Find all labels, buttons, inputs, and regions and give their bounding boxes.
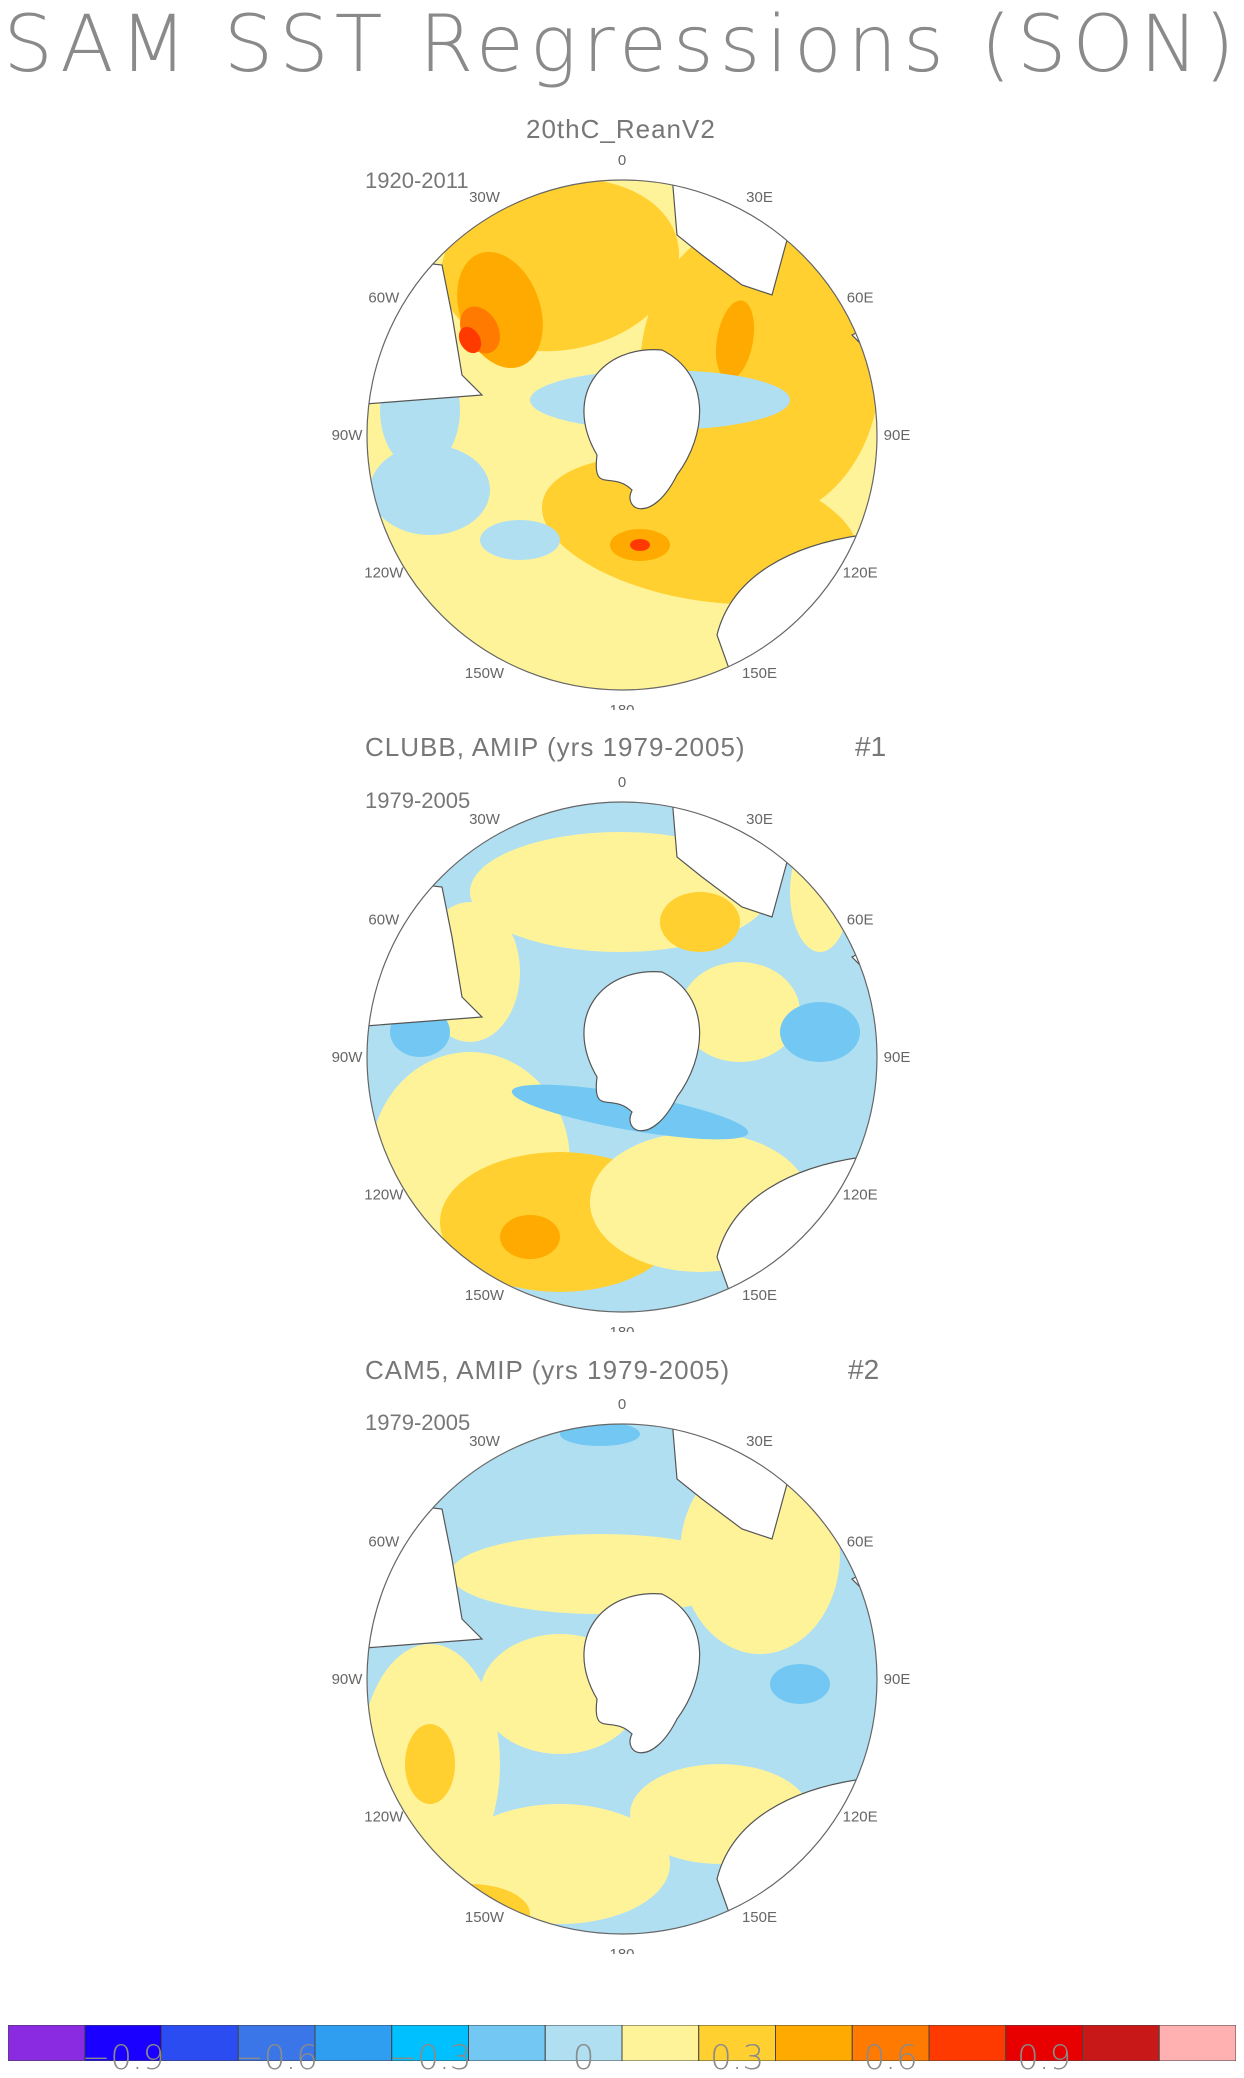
lon-label-30w: 30W [469,811,501,828]
colorbar [8,2025,1236,2061]
lon-label-30w: 30W [469,1433,501,1450]
lon-label-60e: 60E [847,290,874,307]
lon-label-90w: 90W [332,1049,364,1066]
lon-label-150w: 150W [465,1909,505,1926]
panel-2-polar-map: 0 30E 60E 90E 120E 150E 180 150W 120W 90W 60W 30W [332,774,911,1332]
lon-label-90e: 90E [884,1671,911,1688]
colorbar-tick-label: 0.3 [710,2038,765,2078]
anomaly-patch [500,1215,560,1259]
lon-label-60w: 60W [368,912,400,929]
colorbar-swatch [8,2025,86,2061]
lon-label-60w: 60W [368,290,400,307]
lon-label-120w: 120W [364,565,404,582]
lon-label-60e: 60E [847,912,874,929]
lon-label-120e: 120E [843,1187,878,1204]
anomaly-patch [480,520,560,560]
lon-label-120w: 120W [364,1809,404,1826]
colorbar-tick-label: −0.3 [388,2038,472,2078]
map-boundary [366,801,878,1313]
lon-label-150w: 150W [465,665,505,682]
anomaly-patch [450,1534,750,1614]
lon-label-90e: 90E [884,1049,911,1066]
lon-label-0: 0 [618,1396,626,1413]
lon-label-180: 180 [609,702,634,710]
colorbar-swatch [775,2025,853,2061]
lon-label-150e: 150E [742,665,777,682]
colorbar-swatch [1158,2025,1236,2061]
panel-2-title: CLUBB, AMIP (yrs 1979-2005) [365,732,746,762]
anomaly-patch [370,445,490,535]
colorbar-tick-label: −0.6 [235,2038,318,2078]
lon-label-30e: 30E [746,1433,773,1450]
lon-label-0: 0 [618,774,626,791]
colorbar-tick-label: 0 [572,2038,595,2078]
lon-label-90w: 90W [332,427,364,444]
panel-2-tag: #1 [855,731,887,762]
colorbar-tick-label: 0.6 [863,2038,918,2078]
panel-1-period: 1920-2011 [365,168,469,193]
anomaly-patch [780,1002,860,1062]
colorbar-swatch [468,2025,546,2061]
anomaly-patch [715,300,755,380]
colorbar-swatch [1082,2025,1160,2061]
colorbar-swatch [544,2025,623,2061]
anomaly-patch [640,220,877,520]
lon-label-120e: 120E [843,1809,878,1826]
lon-label-150e: 150E [742,1909,777,1926]
colorbar-swatch [928,2025,1007,2061]
colorbar-swatch [161,2025,239,2061]
antarctica-landmass [583,1593,701,1754]
lon-label-60w: 60W [368,1534,400,1551]
lon-label-30e: 30E [746,189,773,206]
anomaly-patch [560,1424,640,1446]
panel-1-polar-map: 0 30E 60E 90E 120E 150E 180 150W 120W 90W 60W 30W [332,152,911,710]
map-boundary [366,1423,878,1935]
anomaly-patch [680,962,800,1062]
panel-3-tag: #2 [848,1354,880,1385]
lon-label-90e: 90E [884,427,911,444]
antarctica-landmass [583,971,701,1132]
lon-label-180: 180 [609,1946,634,1954]
colorbar-swatch [621,2025,700,2061]
panel-1-title: 20thC_ReanV2 [526,114,716,144]
map-boundary [366,179,878,691]
lon-label-120w: 120W [364,1187,404,1204]
lon-label-120e: 120E [843,565,878,582]
panel-3-title: CAM5, AMIP (yrs 1979-2005) [365,1355,731,1385]
panel-3-period: 1979-2005 [365,1410,471,1435]
colorbar-tick-label: 0.9 [1017,2038,1072,2078]
lon-label-90w: 90W [332,1671,364,1688]
lon-label-150w: 150W [465,1287,505,1304]
anomaly-patch [405,1724,455,1804]
panel-2-period: 1979-2005 [365,788,471,813]
colorbar-tick-label: −0.9 [81,2038,165,2078]
anomaly-patch [660,892,740,952]
figure-title: SAM SST Regressions (SON) [3,0,1241,90]
lon-label-180: 180 [609,1324,634,1332]
colorbar-swatch [314,2025,393,2061]
anomaly-patch [790,832,850,952]
lon-label-150e: 150E [742,1287,777,1304]
antarctica-landmass [583,349,701,510]
anomaly-patch [458,326,482,354]
lon-label-30w: 30W [469,189,501,206]
panel-3-polar-map: 0 30E 60E 90E 120E 150E 180 150W 120W 90W 60W 30W [332,1396,911,1954]
lon-label-0: 0 [618,152,626,169]
anomaly-patch [630,539,650,551]
lon-label-60e: 60E [847,1534,874,1551]
anomaly-patch [770,1664,830,1704]
anomaly-patch [511,1084,749,1140]
lon-label-30e: 30E [746,811,773,828]
